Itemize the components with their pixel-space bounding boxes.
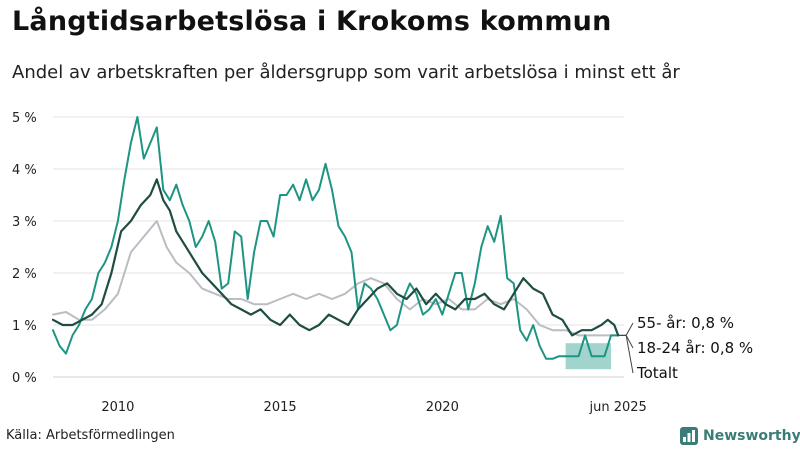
x-axis-ticks: 2010 2015 2020 jun 2025 (101, 400, 646, 415)
bar-chart-logo-icon (680, 427, 698, 445)
series-line-0 (52, 220, 620, 337)
y-tick-label: 0 % (12, 371, 37, 386)
y-tick-label: 5 % (12, 111, 37, 126)
newsworthy-logo[interactable]: Newsworthy (680, 427, 800, 445)
y-tick-label: 2 % (12, 267, 37, 282)
y-tick-label: 3 % (12, 215, 37, 230)
gridlines (53, 116, 624, 378)
series-line-1 (52, 116, 620, 360)
chart-title: Långtidsarbetslösa i Krokoms kommun (12, 6, 612, 37)
y-tick-label: 1 % (12, 319, 37, 334)
x-tick-label: jun 2025 (589, 400, 647, 415)
x-tick-label: 2015 (264, 400, 297, 415)
series-end-labels: 55- år: 0,8 % 18-24 år: 0,8 % Totalt (618, 314, 753, 382)
y-axis-ticks: 0 % 1 % 2 % 3 % 4 % 5 % (12, 111, 37, 386)
series-end-label: Totalt (636, 364, 678, 382)
series-end-label: 18-24 år: 0,8 % (637, 339, 753, 357)
series-line-2 (51, 178, 620, 337)
brand-name: Newsworthy (703, 428, 800, 444)
leader-line-2 (618, 334, 634, 374)
leader-line-1 (618, 334, 634, 349)
x-tick-label: 2020 (426, 400, 459, 415)
series-lines (51, 116, 620, 360)
series-end-label: 55- år: 0,8 % (637, 314, 734, 332)
y-tick-label: 4 % (12, 163, 37, 178)
chart-subtitle: Andel av arbetskraften per åldersgrupp s… (12, 62, 680, 83)
source-note: Källa: Arbetsförmedlingen (6, 428, 175, 443)
x-tick-label: 2010 (101, 400, 134, 415)
